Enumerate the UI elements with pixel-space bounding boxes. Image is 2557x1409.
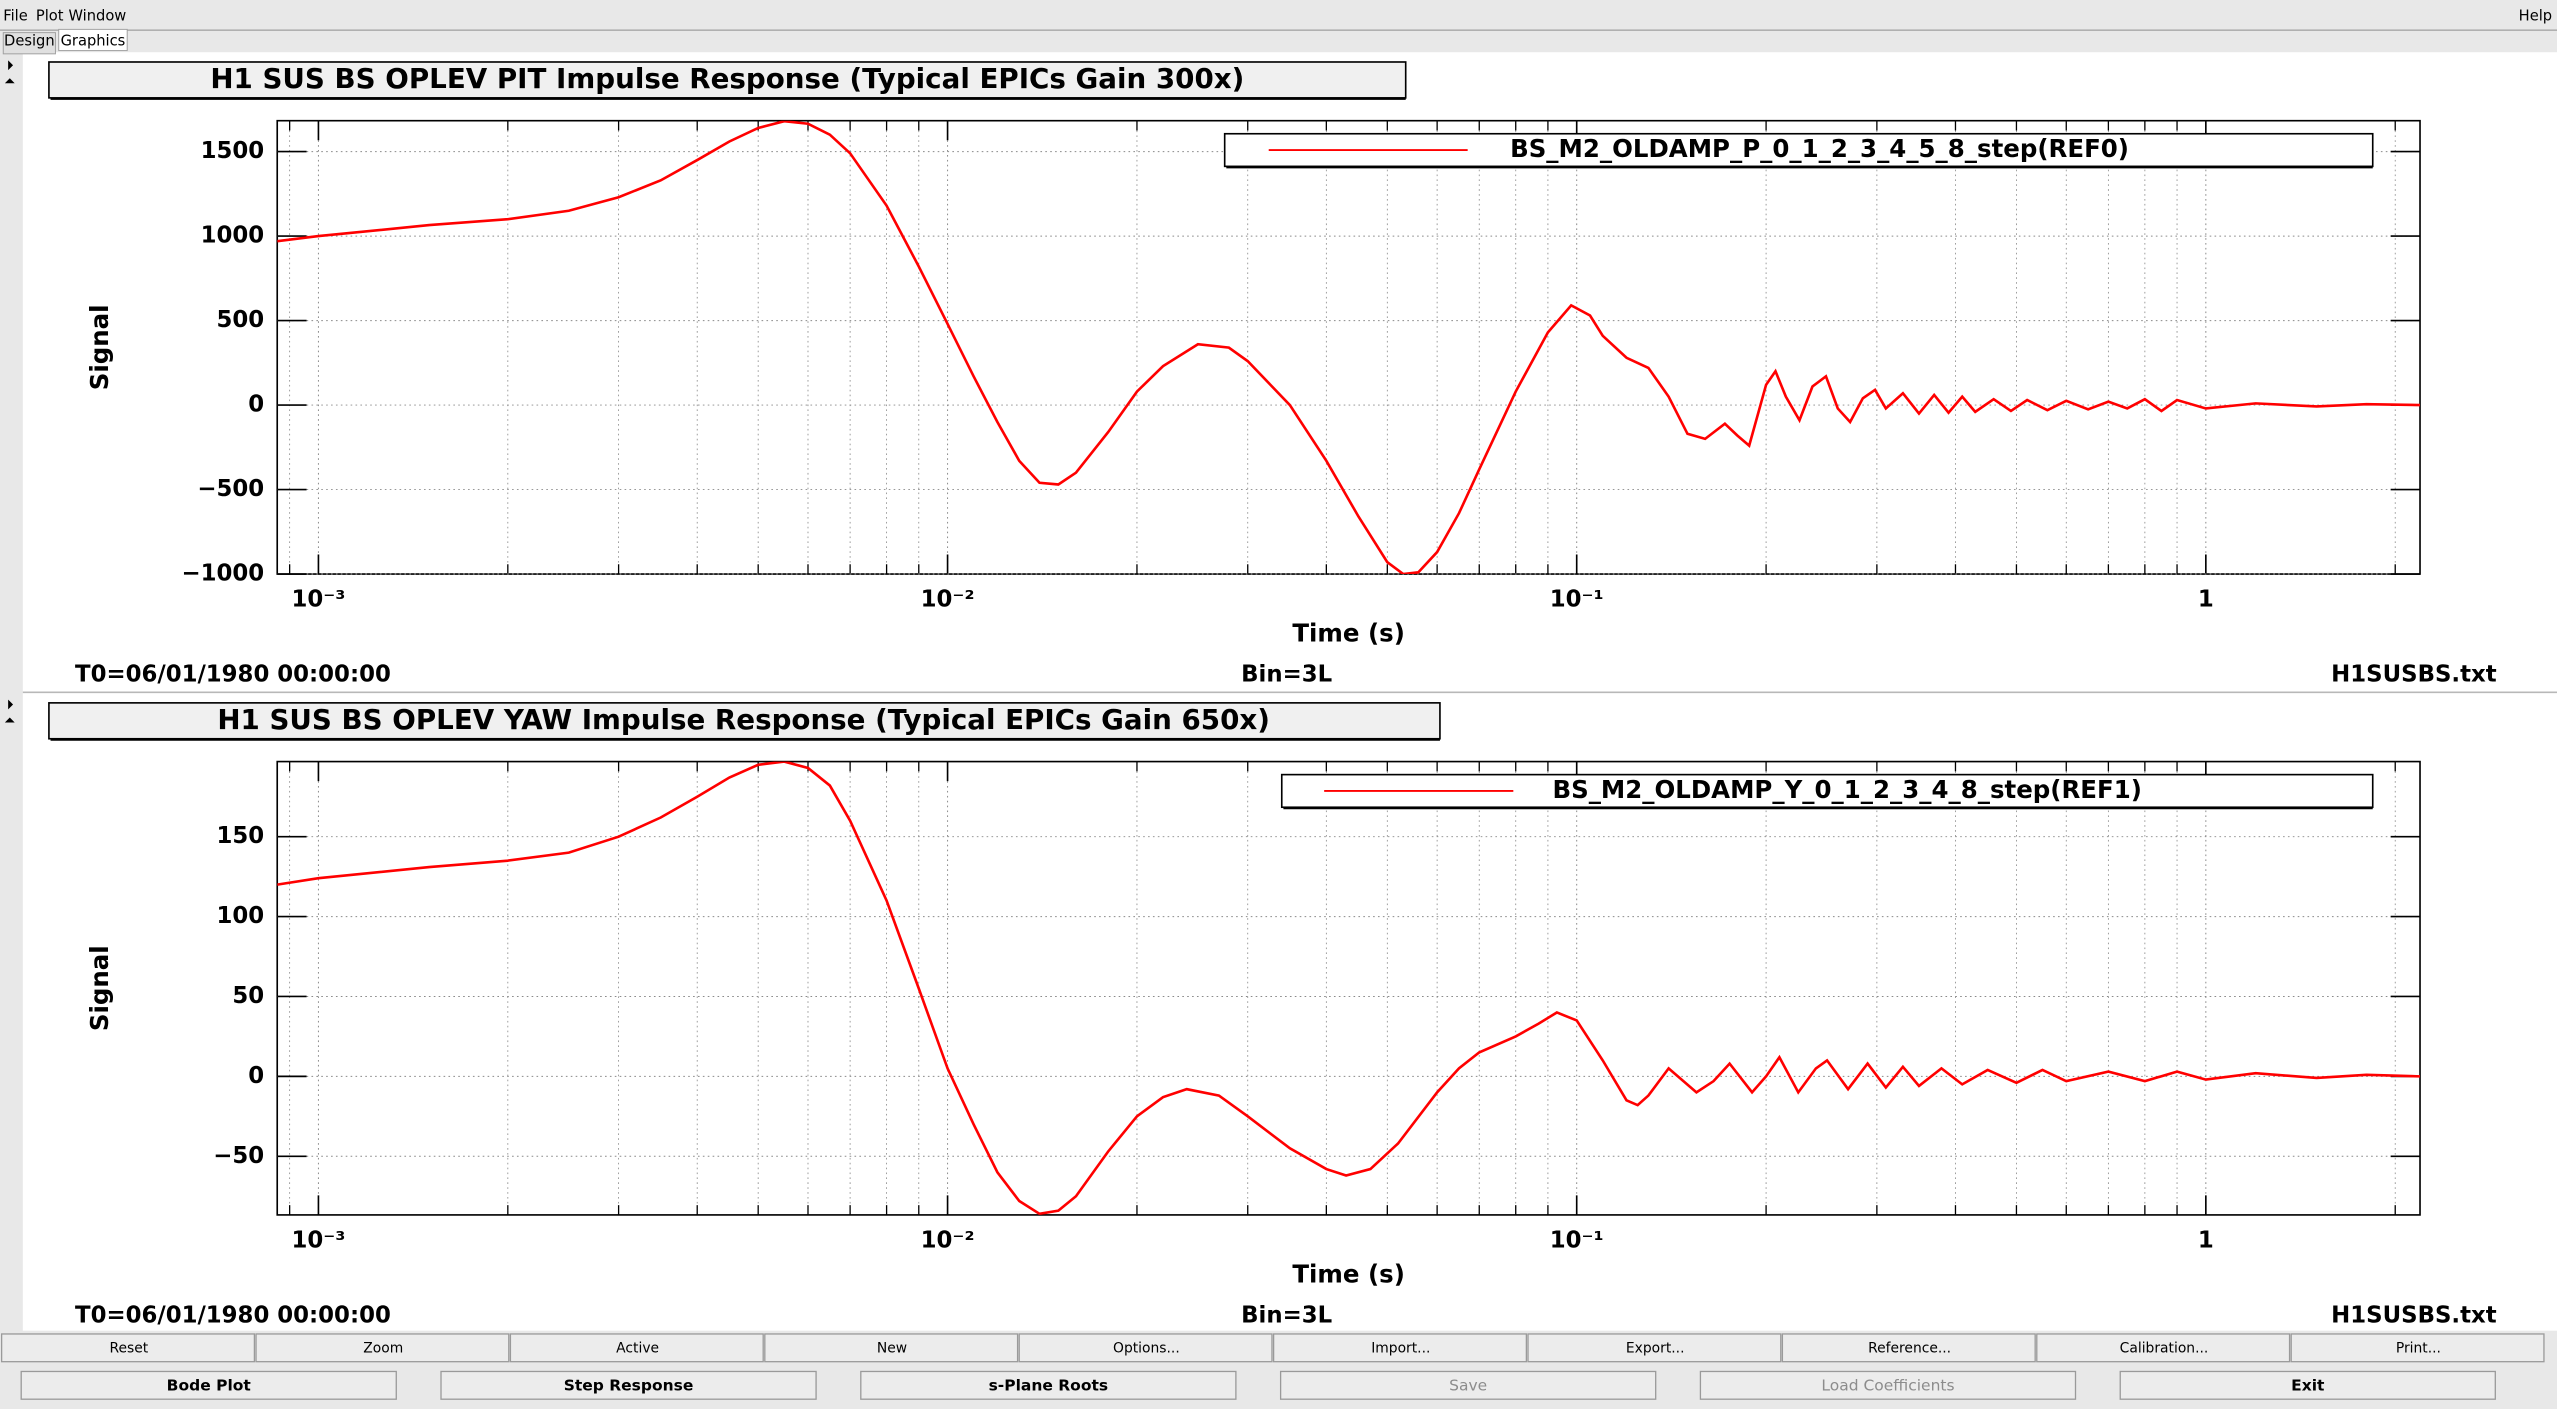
x-tick-label: 10⁻³ <box>292 1228 346 1254</box>
legend-label: BS_M2_OLDAMP_P_0_1_2_3_4_5_8_step(REF0) <box>1510 134 2129 163</box>
button-label[interactable]: Import... <box>1371 1341 1430 1357</box>
button-label[interactable]: Reference... <box>1868 1341 1951 1357</box>
y-tick-label: −500 <box>197 476 264 502</box>
footer-t0: T0=06/01/1980 00:00:00 <box>75 662 391 688</box>
button-label[interactable]: Zoom <box>363 1341 403 1357</box>
data-line <box>277 120 2421 575</box>
button-label[interactable]: Exit <box>2291 1377 2325 1395</box>
menu-item[interactable]: Window <box>68 7 126 24</box>
chart: H1 SUS BS OPLEV YAW Impulse Response (Ty… <box>48 702 2497 1329</box>
x-tick-label: 10⁻³ <box>292 587 346 613</box>
button-label[interactable]: Reset <box>109 1341 148 1357</box>
y-tick-label: 50 <box>232 983 264 1009</box>
button-label[interactable]: Active <box>616 1341 659 1357</box>
footer-bin: Bin=3L <box>1241 1303 1332 1329</box>
menu-item[interactable]: File <box>3 7 28 24</box>
tab[interactable] <box>58 28 128 52</box>
button[interactable] <box>1527 1333 1782 1363</box>
button <box>1699 1370 2077 1400</box>
button[interactable] <box>509 1333 764 1363</box>
x-tick-label: 10⁻¹ <box>1550 587 1604 613</box>
button-label[interactable]: Export... <box>1626 1341 1685 1357</box>
footer-t0: T0=06/01/1980 00:00:00 <box>75 1303 391 1329</box>
data-line <box>277 761 2421 1215</box>
button[interactable] <box>440 1370 817 1400</box>
chart-title: H1 SUS BS OPLEV PIT Impulse Response (Ty… <box>210 62 1244 95</box>
button[interactable] <box>20 1370 397 1400</box>
button-label[interactable]: Print... <box>2396 1341 2441 1357</box>
tab-label[interactable]: Graphics <box>61 33 126 50</box>
y-tick-label: 1000 <box>201 223 265 249</box>
button[interactable] <box>1018 1333 1273 1363</box>
x-tick-label: 1 <box>2198 1228 2214 1254</box>
title-box <box>48 702 1441 740</box>
y-tick-label: 1500 <box>201 138 265 164</box>
menu-item[interactable]: Plot <box>36 7 64 24</box>
y-tick-label: 150 <box>217 823 265 849</box>
y-tick-label: 0 <box>248 1063 264 1089</box>
button[interactable] <box>764 1333 1019 1363</box>
button-label[interactable]: Bode Plot <box>167 1377 252 1395</box>
button[interactable] <box>2119 1370 2496 1400</box>
footer-file: H1SUSBS.txt <box>2331 1303 2497 1329</box>
footer-bin: Bin=3L <box>1241 662 1332 688</box>
x-axis-label: Time (s) <box>1292 618 1405 647</box>
button[interactable] <box>1781 1333 2036 1363</box>
button[interactable] <box>860 1370 1237 1400</box>
button-label: Save <box>1449 1377 1487 1395</box>
chart-title: H1 SUS BS OPLEV YAW Impulse Response (Ty… <box>217 703 1270 736</box>
footer-file: H1SUSBS.txt <box>2331 662 2497 688</box>
x-tick-label: 10⁻² <box>921 587 975 613</box>
legend-label: BS_M2_OLDAMP_Y_0_1_2_3_4_8_step(REF1) <box>1552 775 2141 804</box>
plot-area <box>276 119 2421 575</box>
y-tick-label: 500 <box>217 307 265 333</box>
button-label[interactable]: Calibration... <box>2120 1341 2209 1357</box>
chart: H1 SUS BS OPLEV PIT Impulse Response (Ty… <box>48 61 2497 688</box>
tab[interactable] <box>2 32 56 55</box>
x-tick-label: 1 <box>2198 587 2214 613</box>
button <box>1279 1370 1657 1400</box>
y-tick-label: 0 <box>248 392 264 418</box>
button-label[interactable]: Options... <box>1113 1341 1180 1357</box>
y-tick-label: −1000 <box>182 561 265 587</box>
button[interactable] <box>255 1333 510 1363</box>
button[interactable] <box>2290 1333 2545 1363</box>
x-axis-label: Time (s) <box>1292 1259 1405 1288</box>
plot-area <box>276 760 2421 1216</box>
y-tick-label: 100 <box>217 903 265 929</box>
y-axis-label: Signal <box>85 945 114 1031</box>
x-tick-label: 10⁻² <box>921 1228 975 1254</box>
button-label: Load Coefficients <box>1821 1377 1954 1395</box>
help-menu[interactable]: Help <box>2519 7 2552 24</box>
button[interactable] <box>0 1333 256 1363</box>
button-label[interactable]: s-Plane Roots <box>989 1377 1108 1395</box>
x-tick-label: 10⁻¹ <box>1550 1228 1604 1254</box>
button[interactable] <box>2036 1333 2291 1363</box>
button-label[interactable]: New <box>877 1341 907 1357</box>
button[interactable] <box>1272 1333 1528 1363</box>
y-tick-label: −50 <box>213 1143 264 1169</box>
y-axis-label: Signal <box>85 304 114 390</box>
button-label[interactable]: Step Response <box>564 1377 694 1395</box>
tab-label[interactable]: Design <box>4 33 55 50</box>
